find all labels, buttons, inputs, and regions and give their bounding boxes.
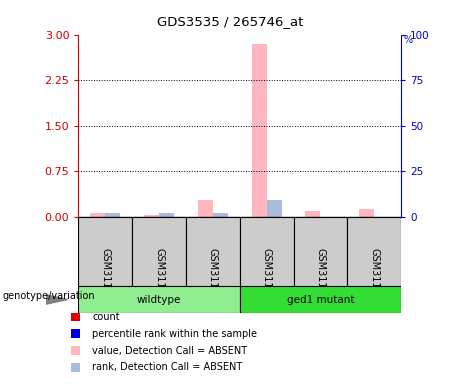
- Text: GSM311267: GSM311267: [154, 248, 164, 307]
- Text: GSM311268: GSM311268: [208, 248, 218, 307]
- Text: GSM311271: GSM311271: [369, 248, 379, 307]
- Bar: [132, 217, 186, 286]
- Bar: [252, 44, 266, 217]
- Bar: [347, 217, 401, 286]
- Polygon shape: [46, 295, 68, 304]
- Bar: [213, 214, 228, 217]
- Text: percentile rank within the sample: percentile rank within the sample: [92, 329, 257, 339]
- Text: GDS3535 / 265746_at: GDS3535 / 265746_at: [157, 15, 304, 28]
- Bar: [240, 286, 401, 313]
- Bar: [90, 213, 105, 217]
- Text: %: %: [403, 35, 413, 45]
- Text: GSM311269: GSM311269: [261, 248, 272, 307]
- Bar: [105, 214, 120, 217]
- Bar: [78, 286, 240, 313]
- Text: genotype/variation: genotype/variation: [2, 291, 95, 301]
- Bar: [144, 215, 159, 217]
- Bar: [186, 217, 240, 286]
- Text: ged1 mutant: ged1 mutant: [287, 295, 354, 305]
- Bar: [359, 209, 374, 217]
- Bar: [294, 217, 347, 286]
- Bar: [305, 212, 320, 217]
- Bar: [266, 200, 282, 217]
- Bar: [240, 217, 294, 286]
- Bar: [78, 217, 132, 286]
- Bar: [198, 200, 213, 217]
- Text: count: count: [92, 312, 120, 322]
- Text: rank, Detection Call = ABSENT: rank, Detection Call = ABSENT: [92, 362, 242, 372]
- Bar: [159, 214, 174, 217]
- Text: GSM311270: GSM311270: [315, 248, 325, 307]
- Text: wildtype: wildtype: [137, 295, 181, 305]
- Text: value, Detection Call = ABSENT: value, Detection Call = ABSENT: [92, 346, 247, 356]
- Text: GSM311266: GSM311266: [100, 248, 110, 307]
